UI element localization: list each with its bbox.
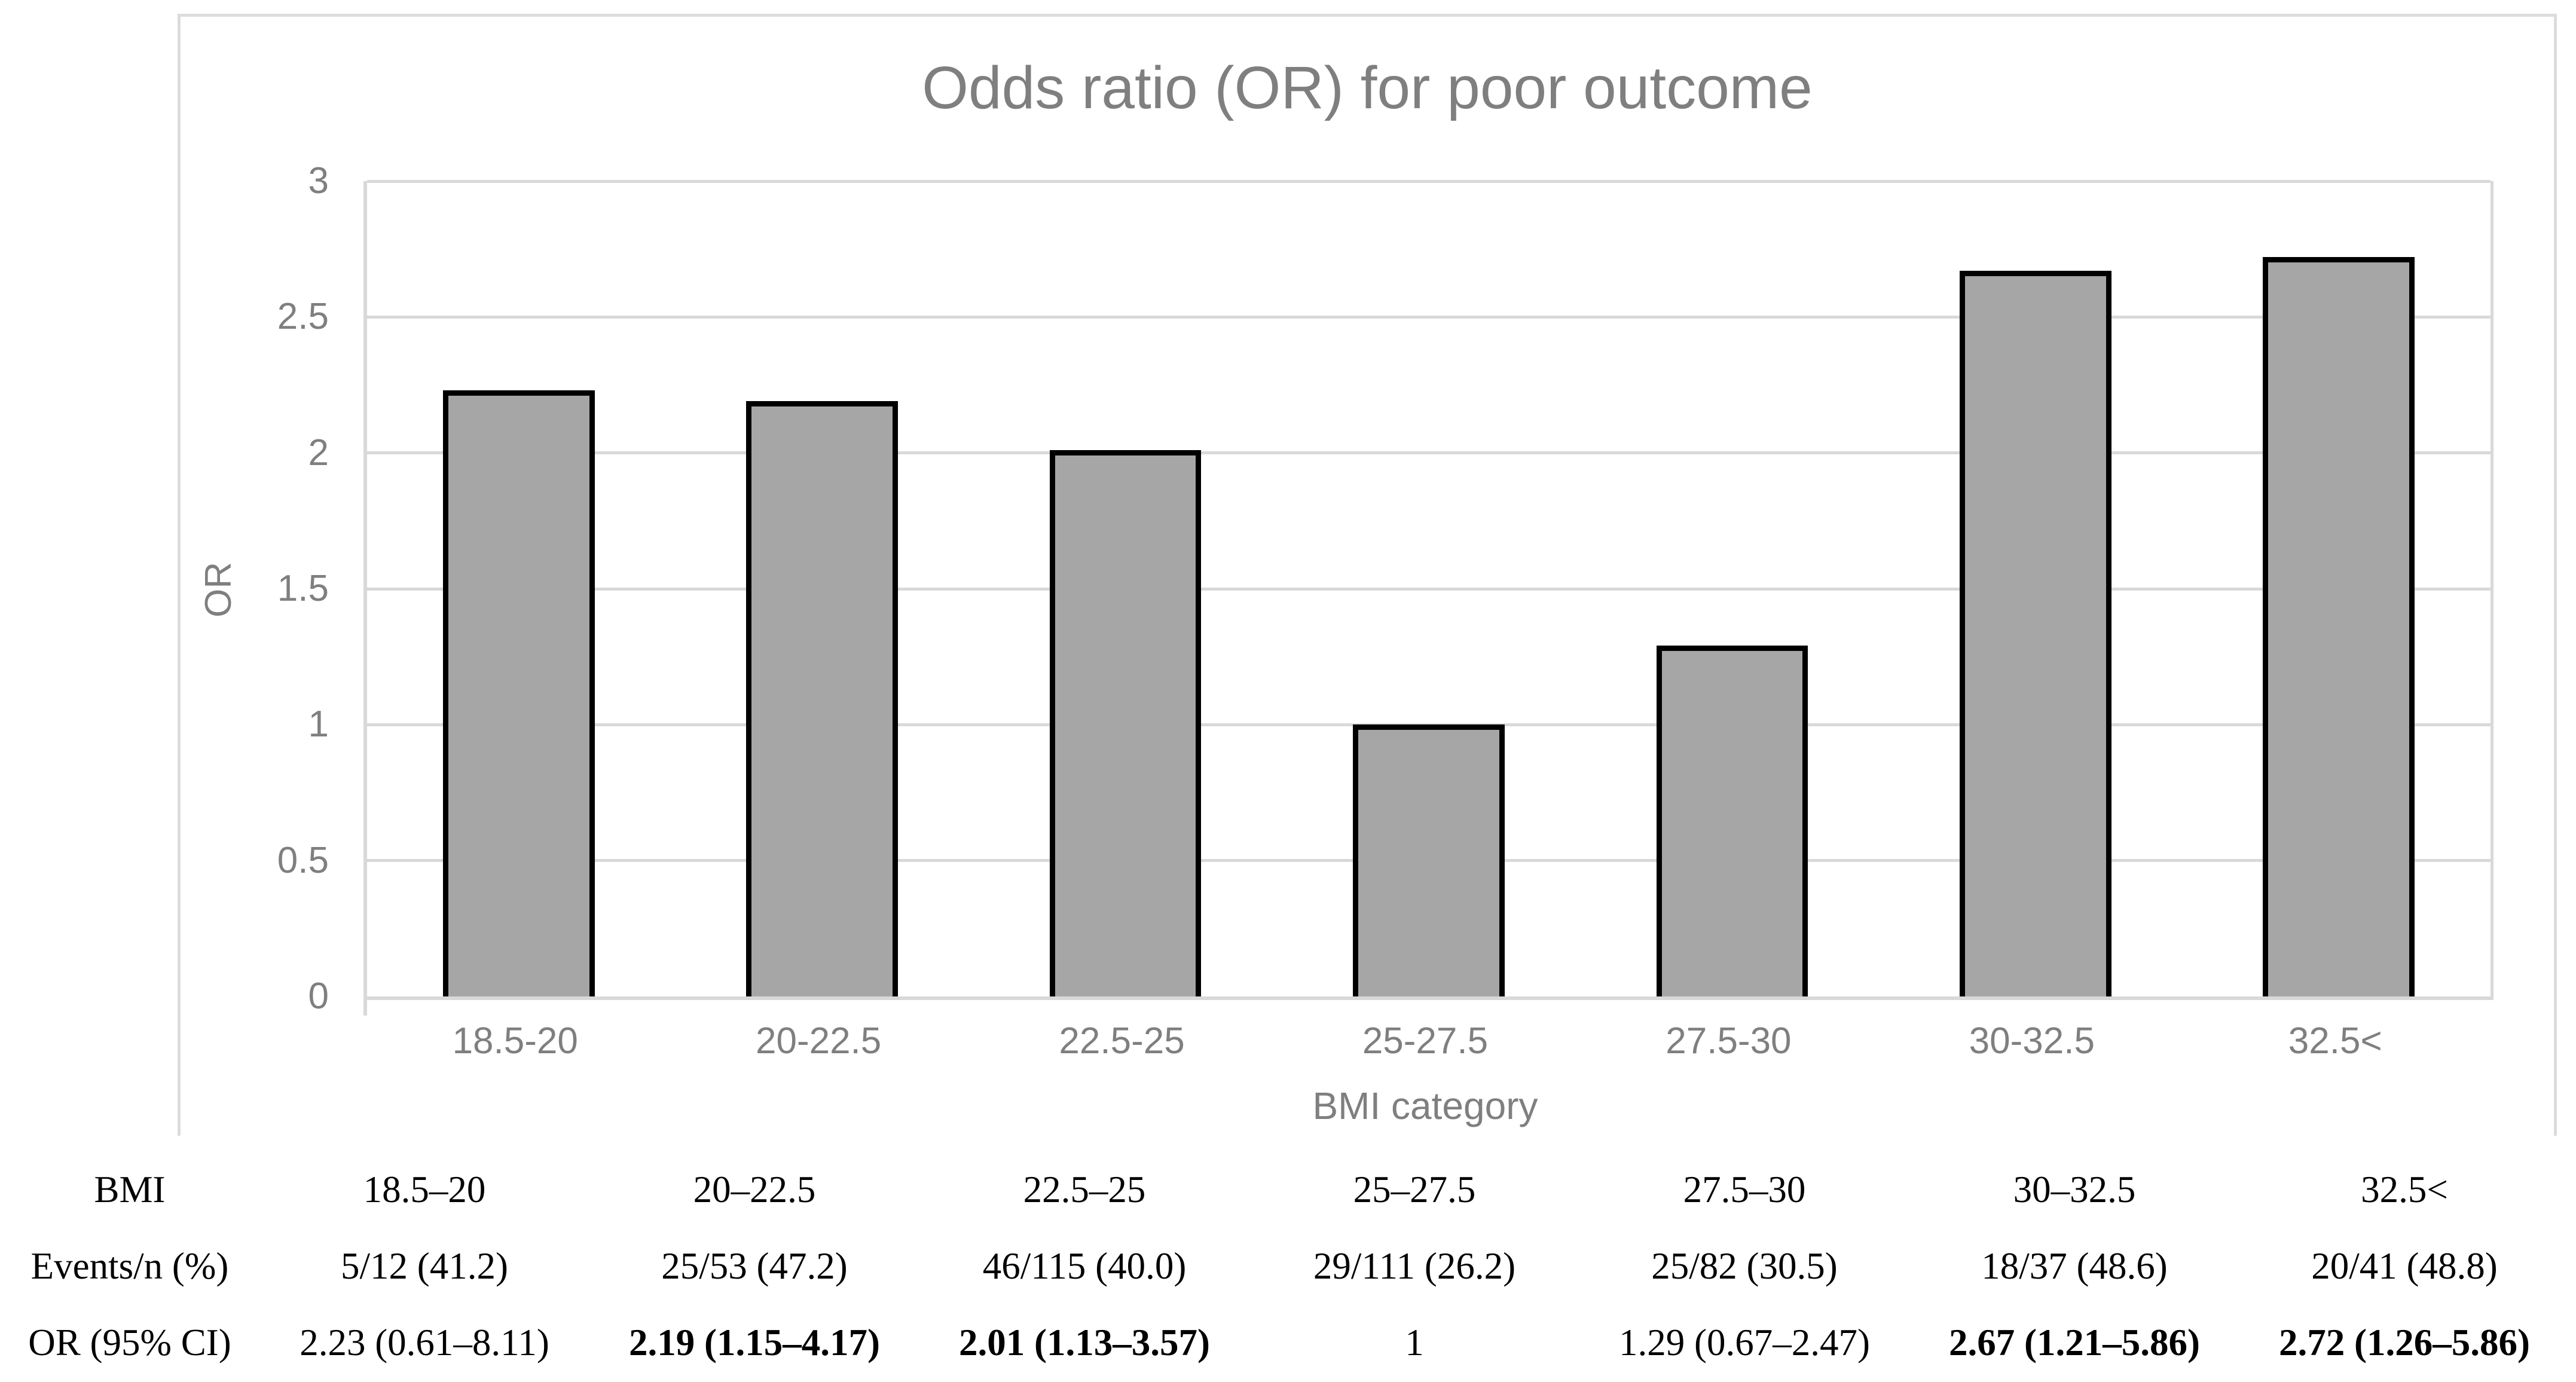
table-cell-bmi: 22.5–25	[1023, 1168, 1146, 1210]
bar-series	[367, 181, 2491, 996]
table-cell-bmi: 25–27.5	[1353, 1168, 1476, 1210]
y-tick-label: 1.5	[277, 568, 329, 609]
axis-tick-mark	[363, 996, 367, 1016]
gridline-y-2	[367, 451, 2491, 455]
table-cell-or-ci: 2.19 (1.15–4.17)	[629, 1321, 880, 1363]
y-tick-label: 3	[308, 160, 329, 201]
x-axis-title: BMI category	[1312, 1084, 1538, 1127]
bar-30-32.5	[1959, 271, 2111, 996]
bar-slot	[974, 181, 1277, 996]
bar-slot	[367, 181, 670, 996]
bar-slot	[1277, 181, 1580, 996]
table-row-label-events: Events/n (%)	[30, 1245, 229, 1287]
table-cell-events: 18/37 (48.6)	[1981, 1245, 2168, 1287]
table-cell-bmi: 20–22.5	[693, 1168, 816, 1210]
bar-18.5-20	[442, 390, 595, 996]
gridline-y-2.5	[367, 315, 2491, 319]
table-row-label-bmi: BMI	[94, 1168, 166, 1210]
bar-32.5<	[2263, 257, 2415, 996]
bar-22.5-25	[1049, 450, 1202, 996]
table-cell-events: 25/82 (30.5)	[1651, 1245, 1838, 1287]
x-tick-label: 18.5-20	[452, 1020, 578, 1062]
table-cell-events: 46/115 (40.0)	[982, 1245, 1187, 1287]
y-tick-label: 2.5	[277, 296, 329, 338]
table-cell-events: 25/53 (47.2)	[661, 1245, 848, 1287]
bar-27.5-30	[1656, 646, 1808, 996]
x-axis-tick-labels: 18.5-20 20-22.5 22.5-25 25-27.5 27.5-30 30-32…	[363, 1020, 2487, 1063]
table-cell-bmi: 32.5<	[2361, 1168, 2448, 1210]
chart-title: Odds ratio (OR) for poor outcome	[922, 54, 1813, 121]
table-cell-bmi: 27.5–30	[1683, 1168, 1806, 1210]
summary-table: BMI 18.5–20 20–22.5 22.5–25 25–27.5 27.5–30 30…	[0, 1151, 2569, 1381]
table-cell-events: 20/41 (48.8)	[2311, 1245, 2498, 1287]
bar-slot	[1581, 181, 1884, 996]
table-cell-events: 5/12 (41.2)	[341, 1245, 508, 1287]
bar-slot	[1884, 181, 2187, 996]
table-cell-or-ci: 1.29 (0.67–2.47)	[1619, 1321, 1870, 1363]
table-cell-or-ci: 2.67 (1.21–5.86)	[1949, 1321, 2200, 1363]
table-cell-events: 29/111 (26.2)	[1313, 1245, 1516, 1287]
x-tick-label: 27.5-30	[1666, 1020, 1792, 1062]
bar-slot	[670, 181, 973, 996]
x-tick-label: 32.5<	[2288, 1020, 2382, 1062]
x-tick-label: 20-22.5	[755, 1020, 882, 1062]
gridline-y-3	[367, 179, 2491, 183]
y-tick-label: 0	[308, 976, 329, 1017]
table-cell-bmi: 18.5–20	[363, 1168, 486, 1210]
plot-area	[363, 179, 2494, 1016]
x-tick-label: 25-27.5	[1362, 1020, 1489, 1062]
x-tick-label: 22.5-25	[1059, 1020, 1185, 1062]
y-tick-label: 1	[308, 704, 329, 745]
table-cell-or-ci: 2.72 (1.26–5.86)	[2279, 1321, 2530, 1363]
table-cell-or-ci: 2.23 (0.61–8.11)	[300, 1321, 549, 1363]
table-cell-bmi: 30–32.5	[2013, 1168, 2136, 1210]
x-tick-label: 30-32.5	[1969, 1020, 2095, 1062]
y-tick-label: 0.5	[277, 839, 329, 881]
table-row-label-or-ci: OR (95% CI)	[28, 1321, 231, 1363]
y-tick-label: 2	[308, 432, 329, 473]
bar-20-22.5	[746, 401, 898, 996]
table-cell-or-ci: 1	[1405, 1321, 1424, 1363]
table-cell-or-ci: 2.01 (1.13–3.57)	[959, 1321, 1210, 1363]
bar-slot	[2187, 181, 2491, 996]
gridline-y-1.5	[367, 587, 2491, 591]
bar-25-27.5	[1353, 724, 1505, 996]
